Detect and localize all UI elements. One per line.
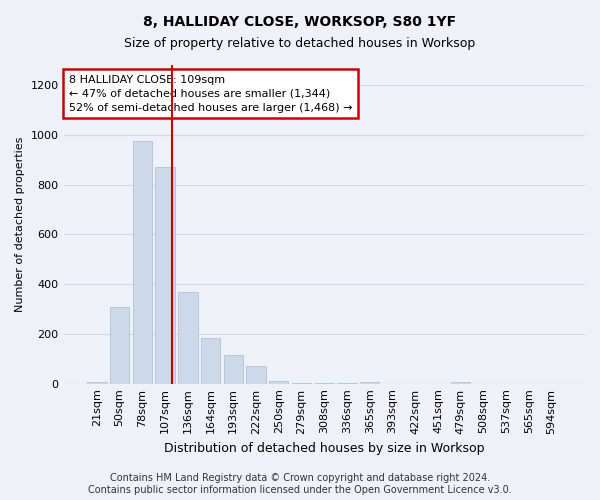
Bar <box>133 141 152 384</box>
Bar <box>178 292 197 384</box>
Text: 8, HALLIDAY CLOSE, WORKSOP, S80 1YF: 8, HALLIDAY CLOSE, WORKSOP, S80 1YF <box>143 15 457 29</box>
Bar <box>337 383 356 384</box>
Bar <box>292 383 311 384</box>
X-axis label: Distribution of detached houses by size in Worksop: Distribution of detached houses by size … <box>164 442 485 455</box>
Bar <box>201 338 220 384</box>
Y-axis label: Number of detached properties: Number of detached properties <box>15 136 25 312</box>
Bar <box>87 382 107 384</box>
Bar <box>247 366 266 384</box>
Text: Size of property relative to detached houses in Worksop: Size of property relative to detached ho… <box>124 38 476 51</box>
Bar <box>360 382 379 384</box>
Bar <box>155 167 175 384</box>
Bar <box>314 383 334 384</box>
Bar <box>110 306 130 384</box>
Text: Contains HM Land Registry data © Crown copyright and database right 2024.
Contai: Contains HM Land Registry data © Crown c… <box>88 474 512 495</box>
Text: 8 HALLIDAY CLOSE: 109sqm
← 47% of detached houses are smaller (1,344)
52% of sem: 8 HALLIDAY CLOSE: 109sqm ← 47% of detach… <box>69 74 352 112</box>
Bar <box>269 381 289 384</box>
Bar <box>451 382 470 384</box>
Bar <box>224 355 243 384</box>
